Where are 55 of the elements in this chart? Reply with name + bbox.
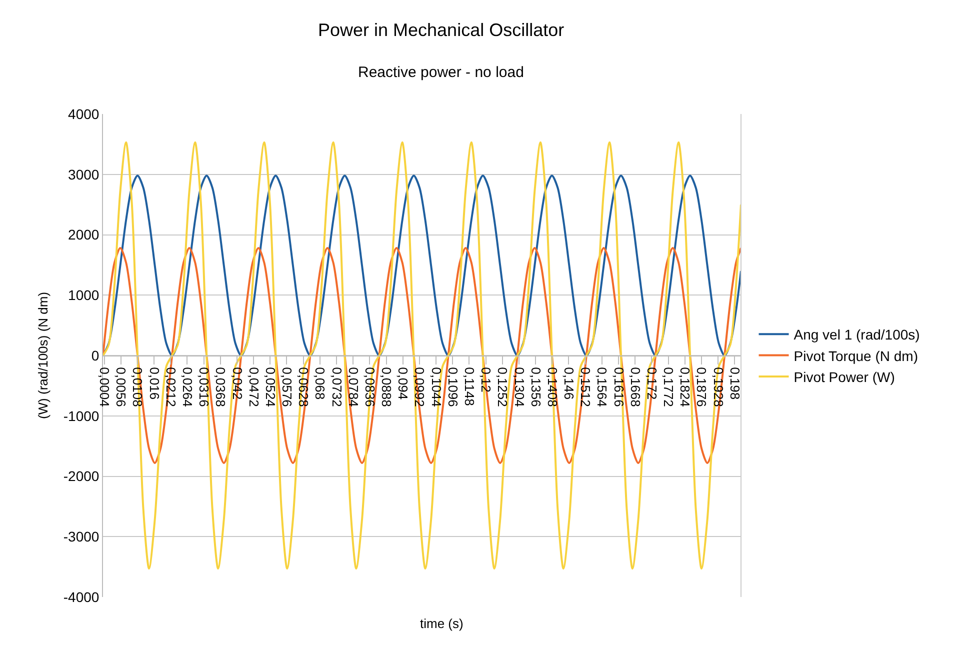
y-tick-label: 4000: [68, 106, 100, 122]
x-tick-label: 0,0628: [296, 367, 312, 407]
x-tick-label: 0,1824: [678, 367, 693, 407]
x-tick-label: 0,042: [230, 367, 245, 400]
x-tick-label: 0,094: [396, 367, 411, 400]
x-tick-label: 0,1096: [445, 367, 460, 407]
x-tick-label: 0,1356: [528, 367, 544, 407]
y-tick-label: -4000: [63, 588, 100, 605]
legend-label: Pivot Power (W): [794, 368, 895, 385]
x-tick-label: 0,0316: [196, 367, 212, 407]
y-tick-label: 2000: [68, 226, 100, 243]
y-axis-title: (W) (rad/100s) (N dm): [35, 292, 50, 420]
x-tick-label: 0,0264: [180, 367, 195, 407]
y-tick-label: -3000: [63, 528, 100, 545]
x-tick-label: 0,0212: [163, 367, 178, 407]
y-tick-label: -2000: [63, 468, 100, 484]
x-tick-label: 0,1876: [694, 367, 710, 407]
x-axis-title: time (s): [420, 616, 464, 631]
x-tick-label: 0,0524: [262, 367, 278, 407]
x-tick-label: 0,1772: [661, 367, 676, 407]
x-tick-label: 0,0784: [346, 367, 361, 407]
x-tick-label: 0,1408: [544, 367, 560, 407]
x-tick-label: 0,0368: [213, 367, 228, 407]
x-tick-label: 0,0472: [246, 367, 262, 407]
chart-subtitle: Reactive power - no load: [358, 64, 524, 81]
x-tick-label: 0,068: [312, 367, 328, 400]
chart-title: Power in Mechanical Oscillator: [318, 20, 564, 40]
y-tick-label: 0: [91, 347, 100, 364]
x-tick-label: 0,1512: [578, 367, 594, 407]
x-tick-label: 0,0108: [130, 367, 146, 407]
y-tick-label: 1000: [68, 287, 100, 304]
x-tick-label: 0,12: [478, 367, 494, 392]
x-tick-label: 0,1304: [512, 367, 527, 407]
x-tick-label: 0,198: [727, 367, 742, 400]
x-tick-label: 0,1668: [628, 367, 643, 407]
y-tick-label: -1000: [63, 408, 100, 424]
legend-label: Pivot Torque (N dm): [794, 348, 918, 364]
x-tick-label: 0,0888: [379, 367, 394, 407]
legend-label: Ang vel 1 (rad/100s): [794, 326, 920, 343]
x-tick-label: 0,172: [644, 367, 660, 400]
x-tick-label: 0,1252: [495, 367, 510, 407]
x-tick-label: 0,0004: [97, 367, 112, 407]
x-tick-label: 0,0576: [280, 367, 295, 407]
x-tick-label: 0,1928: [710, 367, 726, 407]
x-tick-label: 0,0732: [329, 367, 344, 407]
x-tick-label: 0,0992: [412, 367, 428, 407]
x-tick-label: 0,016: [146, 367, 162, 400]
x-tick-label: 0,1616: [611, 367, 626, 407]
x-tick-label: 0,146: [562, 367, 577, 400]
x-tick-label: 0,0836: [362, 367, 378, 407]
x-tick-label: 0,1564: [594, 367, 610, 407]
x-tick-label: 0,1044: [428, 367, 444, 407]
y-tick-label: 3000: [68, 166, 100, 182]
x-tick-label: 0,1148: [462, 367, 477, 406]
x-tick-label: 0,0056: [114, 367, 129, 407]
